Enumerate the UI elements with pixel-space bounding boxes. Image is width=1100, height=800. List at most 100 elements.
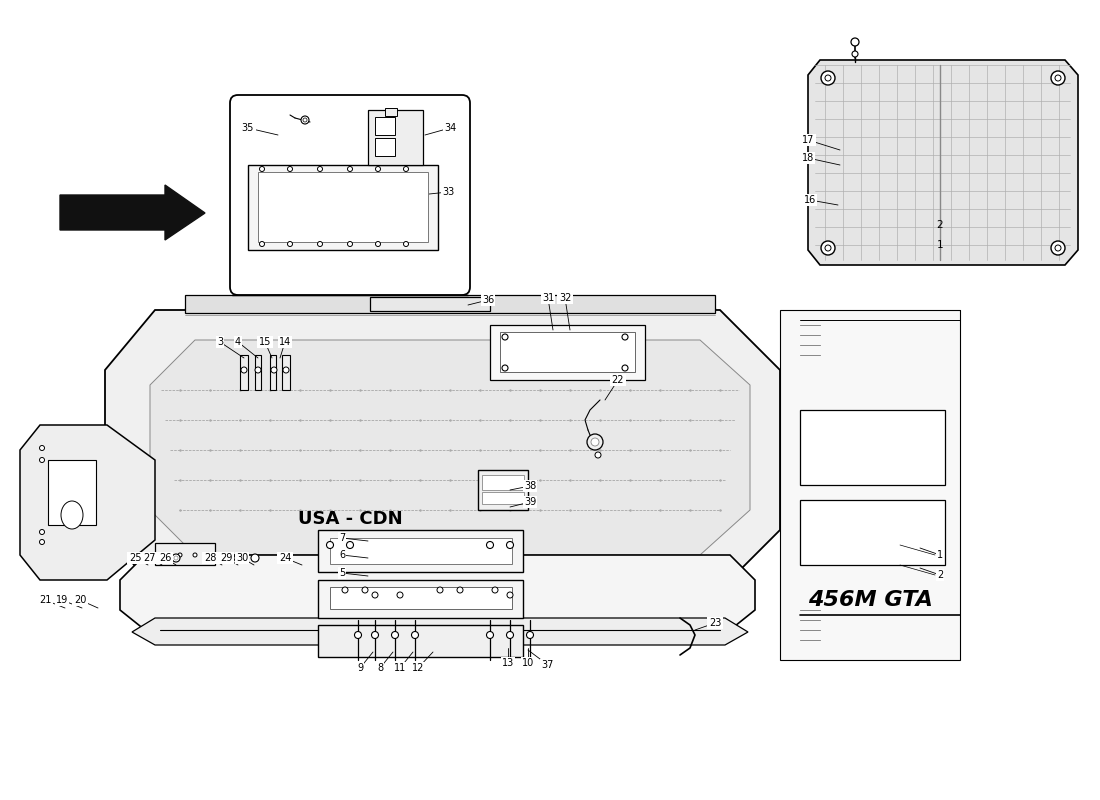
Bar [318, 625, 522, 657]
Text: 1: 1 [937, 550, 943, 560]
Text: 2: 2 [937, 570, 943, 580]
Polygon shape [808, 60, 1078, 265]
Polygon shape [150, 340, 750, 555]
Ellipse shape [60, 501, 82, 529]
Text: 30: 30 [235, 553, 249, 563]
Circle shape [255, 367, 261, 373]
Circle shape [404, 166, 408, 171]
Circle shape [621, 365, 628, 371]
Circle shape [502, 365, 508, 371]
Circle shape [507, 592, 513, 598]
Polygon shape [60, 185, 205, 240]
Circle shape [302, 118, 307, 122]
Text: 14: 14 [279, 337, 292, 347]
Text: 22: 22 [612, 375, 625, 385]
Circle shape [40, 539, 44, 545]
Circle shape [375, 242, 381, 246]
Bar [185, 295, 715, 313]
Circle shape [404, 242, 408, 246]
Circle shape [218, 554, 226, 562]
Text: 1: 1 [937, 240, 944, 250]
Circle shape [354, 631, 362, 638]
Bar [255, 355, 261, 390]
Circle shape [283, 367, 289, 373]
Circle shape [260, 166, 264, 171]
Circle shape [456, 587, 463, 593]
Bar [155, 543, 214, 565]
Text: 15: 15 [258, 337, 272, 347]
Circle shape [163, 553, 167, 557]
Circle shape [372, 631, 378, 638]
Circle shape [40, 458, 44, 462]
Polygon shape [20, 425, 155, 580]
Bar [490, 325, 645, 380]
Bar [330, 587, 512, 609]
Circle shape [587, 434, 603, 450]
Text: 29: 29 [220, 553, 232, 563]
Circle shape [437, 587, 443, 593]
Text: 38: 38 [524, 481, 536, 491]
Text: 20: 20 [74, 595, 86, 605]
Circle shape [146, 556, 150, 560]
Text: 5: 5 [339, 568, 345, 578]
Circle shape [348, 166, 352, 171]
Text: 6: 6 [339, 550, 345, 560]
Text: 25: 25 [129, 553, 141, 563]
Circle shape [1050, 241, 1065, 255]
Circle shape [301, 116, 309, 124]
Bar [478, 470, 528, 510]
Circle shape [287, 166, 293, 171]
Text: 3: 3 [217, 337, 223, 347]
Circle shape [502, 334, 508, 340]
Circle shape [234, 554, 242, 562]
Circle shape [158, 554, 166, 562]
Circle shape [486, 631, 494, 638]
Circle shape [392, 631, 398, 638]
Text: 8: 8 [377, 663, 383, 673]
Text: USA - CDN: USA - CDN [298, 510, 403, 528]
Bar [318, 530, 522, 572]
Bar [800, 410, 945, 485]
Bar [270, 355, 276, 390]
Circle shape [851, 38, 859, 46]
Circle shape [362, 587, 369, 593]
Circle shape [821, 71, 835, 85]
Bar [500, 332, 635, 372]
Circle shape [40, 446, 44, 450]
Bar [282, 355, 290, 390]
Circle shape [342, 587, 348, 593]
Circle shape [1055, 245, 1061, 251]
Text: 31: 31 [542, 293, 554, 303]
Circle shape [174, 556, 178, 560]
Bar [482, 475, 524, 490]
Circle shape [486, 542, 494, 549]
Circle shape [411, 631, 418, 638]
Circle shape [327, 542, 333, 549]
Polygon shape [120, 555, 755, 630]
Text: 13: 13 [502, 658, 514, 668]
Circle shape [591, 438, 600, 446]
Circle shape [348, 242, 352, 246]
Circle shape [527, 631, 534, 638]
Circle shape [160, 556, 164, 560]
Bar [48, 460, 96, 525]
Circle shape [825, 75, 830, 81]
Circle shape [821, 241, 835, 255]
Text: 16: 16 [804, 195, 816, 205]
Bar [375, 117, 395, 135]
Polygon shape [132, 618, 748, 645]
Circle shape [260, 242, 264, 246]
Text: 27: 27 [144, 553, 156, 563]
Circle shape [595, 452, 601, 458]
Bar [258, 172, 428, 242]
Circle shape [372, 592, 378, 598]
FancyBboxPatch shape [230, 95, 470, 295]
Text: 34: 34 [444, 123, 456, 133]
Bar [368, 110, 424, 165]
Bar [385, 108, 397, 116]
Text: 10: 10 [521, 658, 535, 668]
Text: 26: 26 [158, 553, 172, 563]
Circle shape [318, 166, 322, 171]
Circle shape [1050, 71, 1065, 85]
Circle shape [144, 554, 152, 562]
